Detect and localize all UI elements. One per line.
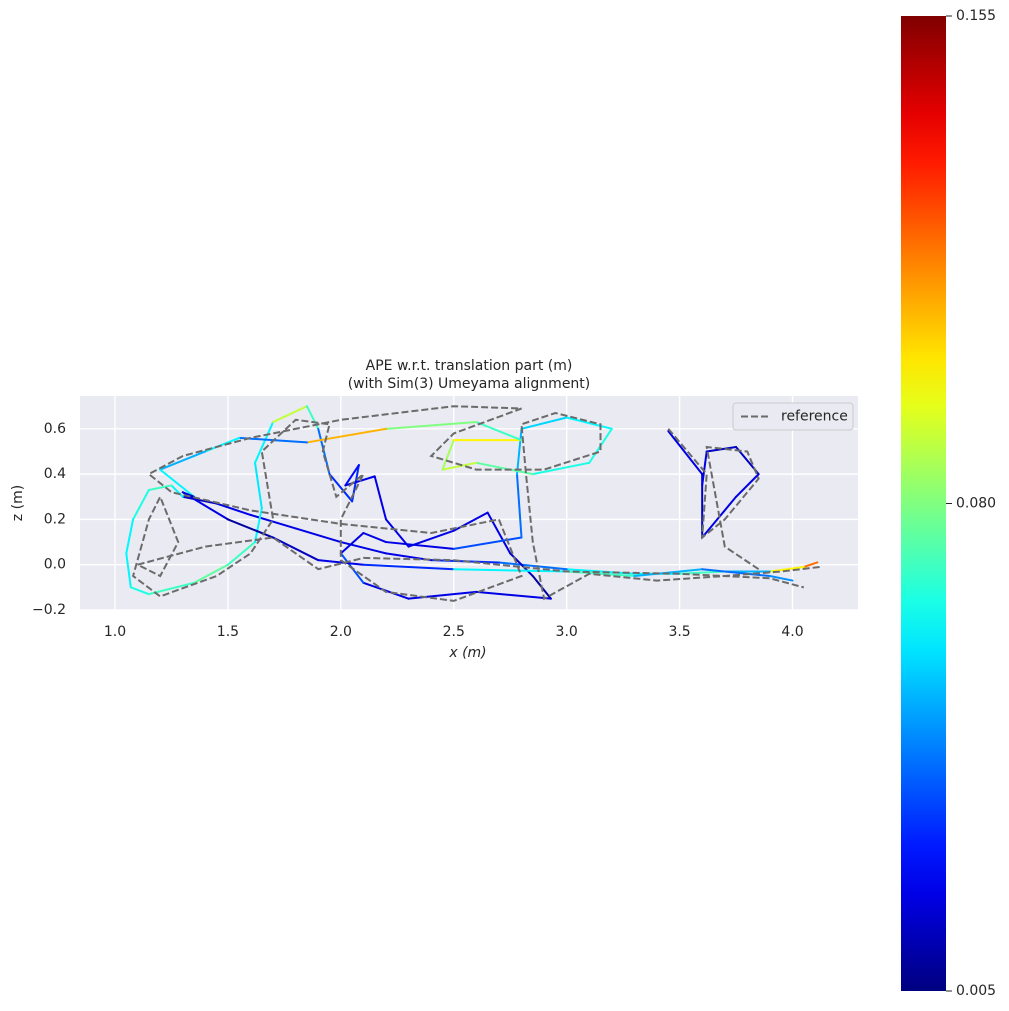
trajectory-segment [701,450,708,487]
trajectory-segment [701,568,771,578]
trajectory-segment [193,563,229,584]
trajectory-segment [667,430,704,476]
trajectory-segment [385,518,410,548]
trajectory-segment [272,405,308,424]
x-tick-label: 1.0 [104,624,126,640]
trajectory-segment [254,507,263,544]
legend-box [732,402,854,431]
colorbar-tick-label: 0.005 [956,983,996,999]
trajectory-segment [520,416,568,430]
trajectory-segment [441,439,455,471]
colorbar-tick-label: 0.155 [956,8,996,24]
trajectory-segment [385,541,455,550]
x-axis-label: x (m) [448,645,486,661]
x-tick-label: 1.5 [217,624,239,640]
trajectory-segment [305,427,388,444]
trajectory-segment [249,513,297,530]
chart-title: APE w.r.t. translation part (m) [366,358,573,374]
x-tick-label: 2.5 [443,624,465,640]
trajectory-segment [328,473,354,503]
trajectory-segment [441,461,478,471]
trajectory-segment [515,427,523,476]
trajectory-segment [452,536,523,550]
chart-subtitle: (with Sim(3) Umeyama alignment) [348,376,591,392]
trajectory-segment [362,563,455,571]
trajectory-segment [497,561,568,571]
y-tick-label: 0.6 [44,421,66,437]
trajectory-segment [768,565,805,573]
plot-layer [125,405,820,602]
trajectory-segment [159,450,207,471]
legend-label: reference [781,409,848,425]
trajectory-segment [125,518,135,555]
trajectory-segment [226,518,275,539]
reference-line [131,405,820,602]
x-tick-label: 3.0 [556,624,578,640]
trajectory-segment [735,473,760,498]
colorbar [901,16,946,991]
trajectory-segment [159,468,196,498]
colorbar-tick-label: 0.080 [956,496,996,512]
x-tick-label: 2.0 [330,624,352,640]
trajectory-segment [254,421,275,464]
trajectory-segment [181,491,229,521]
trajectory-segment [132,488,150,521]
y-tick-label: 0.2 [44,511,66,527]
trajectory-segment [317,559,365,566]
trajectory-segment [226,541,257,566]
trajectory-segment [768,575,794,582]
trajectory-segment [452,568,568,573]
trajectory-segment [452,511,489,532]
trajectory-segment [486,511,512,555]
trajectory-segment [254,461,263,510]
x-tick-label: 4.0 [781,624,803,640]
y-tick-label: 0.4 [44,466,66,482]
trajectory-segment [565,416,613,430]
trajectory-segment [407,529,455,548]
trajectory-segment [215,502,252,516]
trajectory-segment [344,464,360,487]
trajectory-segment [802,561,819,568]
trajectory-segment [475,590,552,600]
trajectory-segment [515,473,523,539]
trajectory-segment [272,536,320,562]
trajectory-segment [170,484,184,498]
trajectory-segment [339,541,388,555]
trajectory-segment [147,581,196,596]
y-axis-label: z (m) [10,485,26,521]
trajectory-segment [385,421,478,430]
trajectory-segment [407,590,478,600]
trajectory-segment [294,527,342,544]
x-tick-label: 3.5 [668,624,690,640]
trajectory-segment [475,421,523,442]
trajectory-segment [362,532,388,544]
y-tick-label: 0.0 [44,557,66,573]
trajectory-segment [125,552,132,589]
trajectory-segment [129,586,150,596]
trajectory-segment [531,461,591,476]
trajectory-segment [373,475,388,521]
y-tick-label: −0.2 [32,602,66,618]
trajectory-segment [339,532,365,555]
trajectory-segment [475,461,534,476]
trajectory-segment [181,495,218,505]
trajectory-segment [147,484,173,491]
